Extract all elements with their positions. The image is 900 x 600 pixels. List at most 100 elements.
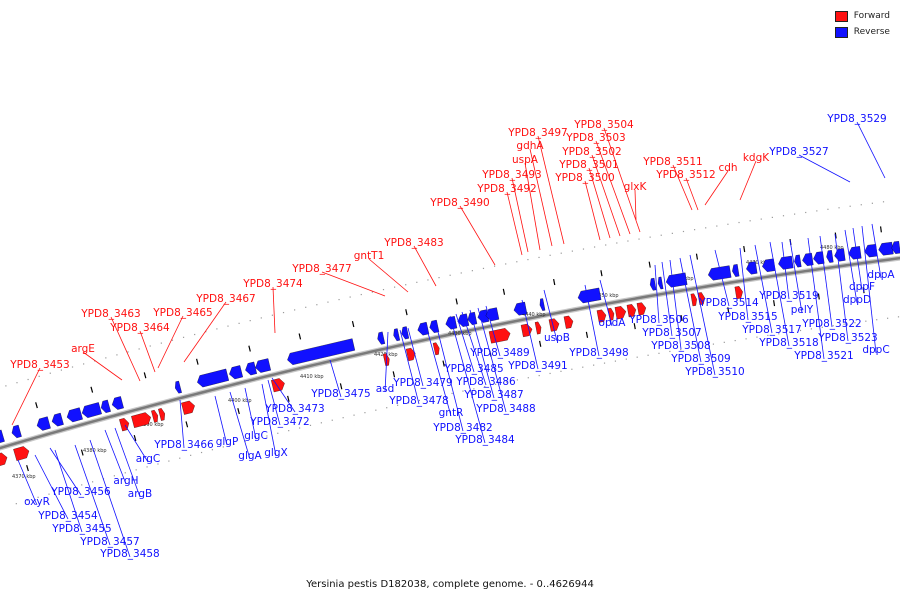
reverse-gene-label-ypd8-3498[interactable]: YPD8_3498 [568,347,628,359]
reverse-gene-label-glgp[interactable]: glgP [216,436,239,448]
forward-gene-glyph[interactable] [596,309,607,323]
reverse-gene-glyph[interactable] [175,380,182,394]
forward-gene-label-ypd8-3483[interactable]: YPD8_3483 [383,237,443,249]
forward-gene-label-gdha[interactable]: gdhA [516,140,544,152]
reverse-gene-label-ypd8-3519[interactable]: YPD8_3519 [758,290,818,302]
forward-gene-glyph[interactable] [614,306,627,320]
reverse-gene-glyph[interactable] [577,287,602,304]
reverse-gene-glyph[interactable] [649,277,657,291]
reverse-gene-label-ypd8-3517[interactable]: YPD8_3517 [741,324,801,336]
reverse-gene-label-ypd8-3484[interactable]: YPD8_3484 [454,434,515,446]
reverse-gene-label-argb[interactable]: argB [128,488,152,500]
reverse-gene-label-ypd8-3485[interactable]: YPD8_3485 [443,363,503,375]
forward-gene-glyph[interactable] [548,318,560,332]
forward-gene-label-kdgk[interactable]: kdgK [743,152,770,164]
reverse-gene-label-ypd8-3510[interactable]: YPD8_3510 [684,366,744,378]
reverse-gene-glyph[interactable] [762,258,776,272]
reverse-gene-label-ypd8-3456[interactable]: YPD8_3456 [50,486,111,498]
reverse-gene-glyph[interactable] [417,322,430,336]
reverse-gene-glyph[interactable] [794,254,802,268]
forward-gene-label-ypd8-3504[interactable]: YPD8_3504 [573,119,634,131]
forward-gene-label-ypd8-3493[interactable]: YPD8_3493 [481,169,541,181]
reverse-gene-glyph[interactable] [477,309,490,323]
reverse-gene-label-ypd8-3475[interactable]: YPD8_3475 [310,388,370,400]
reverse-gene-label-ypd8-3487[interactable]: YPD8_3487 [463,389,523,401]
reverse-gene-label-ypd8-3506[interactable]: YPD8_3506 [628,314,689,326]
reverse-gene-glyph[interactable] [445,316,458,330]
reverse-gene-glyph[interactable] [377,331,386,345]
reverse-gene-glyph[interactable] [66,407,83,423]
reverse-gene-glyph[interactable] [708,265,732,281]
reverse-gene-label-ypd8-3491[interactable]: YPD8_3491 [507,360,567,372]
reverse-gene-glyph[interactable] [51,412,64,427]
reverse-gene-label-ypd8-3482[interactable]: YPD8_3482 [432,422,492,434]
forward-gene-glyph[interactable] [405,347,416,362]
reverse-gene-label-dppf[interactable]: dppF [849,281,875,293]
forward-gene-glyph[interactable] [432,342,440,356]
forward-gene-label-ypd8-3490[interactable]: YPD8_3490 [429,197,489,209]
forward-gene-label-glxk[interactable]: glxK [624,181,648,193]
reverse-gene-glyph[interactable] [287,338,356,365]
reverse-gene-label-ypd8-3473[interactable]: YPD8_3473 [264,403,324,415]
legend-forward[interactable]: Forward [834,8,890,24]
reverse-gene-label-ypd8-3507[interactable]: YPD8_3507 [641,327,701,339]
forward-gene-label-ypd8-3511[interactable]: YPD8_3511 [642,156,702,168]
reverse-gene-glyph[interactable] [848,246,862,260]
forward-gene-label-ypd8-3502[interactable]: YPD8_3502 [561,146,621,158]
reverse-gene-glyph[interactable] [11,424,22,439]
reverse-gene-label-ypd8-3466[interactable]: YPD8_3466 [153,439,214,451]
reverse-gene-label-glgx[interactable]: glgX [264,447,287,459]
forward-gene-glyph[interactable] [488,328,511,344]
forward-gene-label-ypd8-3501[interactable]: YPD8_3501 [558,159,618,171]
reverse-gene-glyph[interactable] [746,261,758,275]
reverse-gene-glyph[interactable] [111,396,124,410]
reverse-gene-label-ypd8-3457[interactable]: YPD8_3457 [79,536,139,548]
reverse-gene-label-uspb[interactable]: uspB [544,332,570,344]
forward-gene-label-ypd8-3465[interactable]: YPD8_3465 [152,307,212,319]
forward-gene-glyph[interactable] [131,412,151,428]
reverse-gene-label-ypd8-3488[interactable]: YPD8_3488 [475,403,535,415]
reverse-gene-label-argh[interactable]: argH [113,475,138,487]
reverse-gene-label-ypd8-3521[interactable]: YPD8_3521 [793,350,853,362]
forward-gene-glyph[interactable] [636,302,647,316]
forward-gene-glyph[interactable] [734,286,743,299]
reverse-gene-label-ypd8-3522[interactable]: YPD8_3522 [801,318,861,330]
forward-gene-glyph[interactable] [181,400,195,415]
reverse-gene-glyph[interactable] [36,416,51,431]
reverse-gene-label-ypd8-3508[interactable]: YPD8_3508 [650,340,710,352]
forward-gene-label-ypd8-3467[interactable]: YPD8_3467 [195,293,255,305]
reverse-gene-label-asd[interactable]: asd [376,383,395,395]
forward-gene-label-arge[interactable]: argE [71,343,95,355]
forward-gene-label-ypd8-3492[interactable]: YPD8_3492 [476,183,536,195]
reverse-gene-label-glga[interactable]: glgA [238,450,262,462]
reverse-gene-glyph[interactable] [245,361,257,376]
reverse-gene-label-ypd8-3455[interactable]: YPD8_3455 [51,523,111,535]
forward-gene-glyph[interactable] [520,323,533,338]
reverse-gene-glyph[interactable] [0,429,5,443]
reverse-gene-label-ypd8-3509[interactable]: YPD8_3509 [670,353,730,365]
forward-gene-label-ypd8-3474[interactable]: YPD8_3474 [242,278,303,290]
reverse-gene-glyph[interactable] [539,298,546,311]
reverse-gene-label-ypd8-3515[interactable]: YPD8_3515 [717,311,777,323]
reverse-gene-label-ypd8-3523[interactable]: YPD8_3523 [817,332,877,344]
forward-gene-label-ypd8-3512[interactable]: YPD8_3512 [655,169,715,181]
forward-gene-glyph[interactable] [13,446,30,461]
forward-gene-label-ypd8-3497[interactable]: YPD8_3497 [507,127,567,139]
reverse-gene-label-opda[interactable]: opdA [599,317,627,329]
forward-gene-label-ypd8-3503[interactable]: YPD8_3503 [565,132,625,144]
reverse-gene-label-oxyr[interactable]: oxyR [24,496,50,508]
reverse-gene-label-dppd[interactable]: dppD [843,294,871,306]
forward-gene-label-gntt1[interactable]: gntT1 [354,250,385,262]
reverse-gene-label-ypd8-3529[interactable]: YPD8_3529 [826,113,886,125]
reverse-gene-label-ypd8-3486[interactable]: YPD8_3486 [455,376,516,388]
reverse-gene-glyph[interactable] [826,250,834,263]
forward-gene-label-ypd8-3500[interactable]: YPD8_3500 [554,172,614,184]
forward-gene-label-ypd8-3464[interactable]: YPD8_3464 [109,322,170,334]
reverse-gene-label-ypd8-3518[interactable]: YPD8_3518 [758,337,818,349]
forward-gene-glyph[interactable] [534,321,542,335]
forward-gene-glyph[interactable] [690,293,697,307]
forward-gene-label-ypd8-3453[interactable]: YPD8_3453 [9,359,69,371]
forward-gene-glyph[interactable] [626,304,637,318]
forward-gene-label-ypd8-3477[interactable]: YPD8_3477 [291,263,351,275]
reverse-gene-label-gntr[interactable]: gntR [439,407,464,419]
